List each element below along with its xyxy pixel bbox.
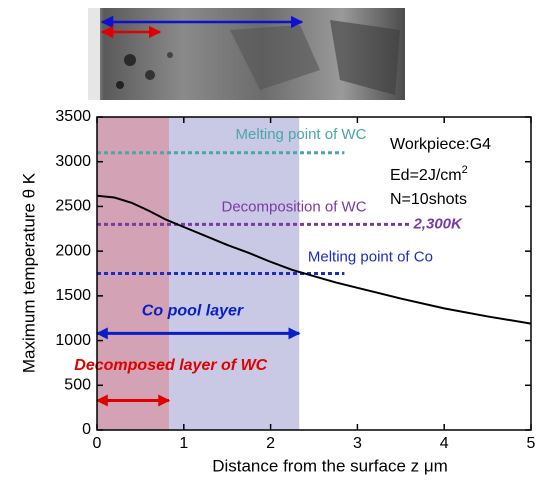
x-tick-label: 4 — [440, 435, 449, 452]
annotation: N=10shots — [390, 191, 467, 208]
plot-area: 0 500 1000 1500 2000 2500 3000 3500 0 1 2 3 4 5 Meltin… — [55, 108, 535, 452]
span-label: Co pool layer — [142, 302, 244, 319]
y-tick-label: 500 — [64, 377, 91, 394]
y-tick-label: 2500 — [55, 198, 91, 215]
annotation-superscript: 2 — [462, 164, 468, 176]
span-label: Decomposed layer of WC — [74, 357, 267, 374]
y-axis-label: Maximum temperature θ K — [19, 172, 38, 373]
micrograph — [88, 8, 405, 100]
y-tick-label: 1000 — [55, 332, 91, 349]
y-tick-label: 0 — [82, 421, 91, 438]
x-tick-label: 5 — [527, 435, 536, 452]
annotation-text: Workpiece:G4 — [390, 136, 491, 153]
y-tick-label: 3000 — [55, 153, 91, 170]
annotation: Workpiece:G4 — [390, 136, 491, 153]
y-tick-label: 2000 — [55, 242, 91, 259]
x-tick-label: 1 — [179, 435, 188, 452]
x-tick-label: 3 — [353, 435, 362, 452]
annotation-text: Ed=2J/cm — [390, 167, 462, 184]
reference-label: Melting point of Co — [308, 248, 433, 265]
annotation: Ed=2J/cm2 — [390, 164, 468, 184]
reference-value-label: 2,300K — [412, 215, 463, 232]
y-tick-label: 1500 — [55, 287, 91, 304]
x-tick-label: 0 — [93, 435, 102, 452]
x-axis-label: Distance from the surface z μm — [212, 456, 448, 475]
annotation-text: N=10shots — [390, 191, 467, 208]
x-tick-label: 2 — [266, 435, 275, 452]
figure: 0 500 1000 1500 2000 2500 3000 3500 0 1 2 3 4 5 Meltin… — [0, 0, 539, 485]
reference-label: Melting point of WC — [236, 126, 367, 143]
reference-label: Decomposition of WC — [222, 198, 367, 215]
y-tick-label: 3500 — [55, 108, 91, 125]
